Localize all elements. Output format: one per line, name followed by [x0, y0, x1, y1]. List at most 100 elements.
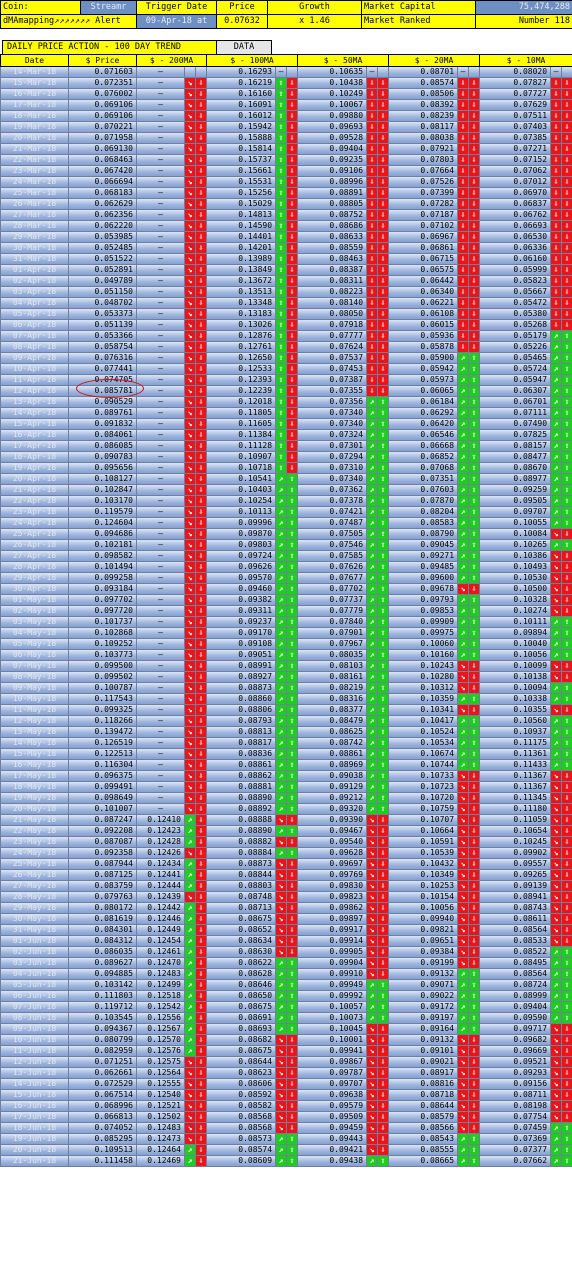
table-row: 17-Mar-18 0.069106– ↘ ⇩ 0.16091 ⇧ ⇩ 0.10067 ⇩ ⇩ 0.… — [0, 99, 572, 111]
up-arrow-icon: ⇧ — [562, 716, 572, 726]
ma-value-cell: 0.09384 — [388, 946, 459, 958]
down-right-arrow-icon: ↘ — [185, 749, 195, 759]
up-right-arrow-icon: ↗ — [458, 573, 468, 583]
up-arrow-icon: ⇧ — [378, 771, 388, 781]
down-arrow-icon: ⇩ — [458, 177, 468, 187]
up-right-arrow-icon: ↗ — [551, 540, 561, 550]
tab-data[interactable]: DATA — [216, 40, 272, 55]
date-cell: 14-Jun-18 — [0, 1078, 69, 1090]
ma-value-cell: 0.09651 — [388, 935, 459, 947]
up-right-arrow-icon: ↗ — [276, 705, 286, 715]
down-arrow-icon: ⇩ — [378, 353, 388, 363]
up-arrow-icon: ⇧ — [562, 1013, 572, 1023]
date-cell: 23-Apr-18 — [0, 506, 69, 518]
price-cell: 0.109252 — [68, 638, 137, 650]
down-right-arrow-icon: ↘ — [185, 793, 195, 803]
up-arrow-icon: ⇧ — [469, 485, 479, 495]
ma-value-cell: – — [136, 550, 185, 562]
table-row: 27-May-18 0.083759 0.12444 ↗ ⇩ 0.08803 ↘ ⇩ 0.098… — [0, 880, 572, 892]
ma-value-cell: 0.05999 — [479, 264, 552, 276]
ma-value-cell: 0.09975 — [388, 627, 459, 639]
price-cell: 0.101007 — [68, 803, 137, 815]
down-arrow-icon: ⇩ — [469, 1101, 479, 1111]
down-right-arrow-icon: ↘ — [367, 1134, 377, 1144]
up-arrow-icon: ⇧ — [562, 518, 572, 528]
up-arrow-icon: ⇧ — [276, 144, 286, 154]
ma-value-cell: 0.08387 — [297, 264, 368, 276]
date-cell: 11-May-18 — [0, 704, 69, 716]
down-right-arrow-icon: ↘ — [367, 1079, 377, 1089]
ma-value-cell: – — [136, 286, 185, 298]
down-arrow-icon: ⇩ — [562, 1101, 572, 1111]
table-row: 06-May-18 0.103773– ↘ ⇩ 0.09051 ↗ ⇧ 0.08035 ↗ ⇧ 0.… — [0, 649, 572, 661]
down-arrow-icon: ⇩ — [196, 199, 206, 209]
down-right-arrow-icon: ↘ — [551, 1035, 561, 1045]
down-arrow-icon: ⇩ — [551, 221, 561, 231]
down-arrow-icon: ⇩ — [287, 1046, 297, 1056]
ma-value-cell: 0.10937 — [479, 726, 552, 738]
ma-value-cell: – — [136, 253, 185, 265]
table-row: 29-Apr-18 0.099258– ↘ ⇩ 0.09570 ↗ ⇧ 0.07677 ↗ ⇧ 0.… — [0, 572, 572, 584]
down-right-arrow-icon: ↘ — [185, 397, 195, 407]
up-arrow-icon: ⇧ — [287, 628, 297, 638]
ma-value-cell: 0.09638 — [297, 1089, 368, 1101]
up-right-arrow-icon: ↗ — [367, 540, 377, 550]
column-header-row: Date $ Price $ - 200MA $ - 100MA $ - 50M… — [0, 54, 572, 67]
ma-value-cell: 0.07111 — [479, 407, 552, 419]
up-arrow-icon: ⇧ — [378, 628, 388, 638]
ma-value-cell: 0.12499 — [136, 979, 185, 991]
ma-value-cell: 0.08533 — [479, 935, 552, 947]
ma-value-cell: – — [136, 737, 185, 749]
coin-value: Streamr — [80, 0, 137, 15]
down-arrow-icon: ⇩ — [458, 254, 468, 264]
ma-value-cell: 0.06693 — [479, 220, 552, 232]
up-right-arrow-icon: ↗ — [458, 474, 468, 484]
down-arrow-icon: ⇩ — [458, 155, 468, 165]
up-arrow-icon: ⇧ — [469, 573, 479, 583]
down-arrow-icon: ⇩ — [378, 815, 388, 825]
ma-value-cell: 0.12426 — [136, 847, 185, 859]
down-arrow-icon: ⇩ — [196, 397, 206, 407]
up-arrow-icon: ⇧ — [287, 826, 297, 836]
down-arrow-icon: ⇩ — [469, 584, 479, 594]
ma-value-cell: 0.05667 — [479, 286, 552, 298]
date-cell: 04-Apr-18 — [0, 297, 69, 309]
ma-value-cell: 0.08204 — [388, 506, 459, 518]
down-right-arrow-icon: ↘ — [185, 1134, 195, 1144]
down-arrow-icon: ⇩ — [196, 1079, 206, 1089]
down-arrow-icon: ⇩ — [196, 1156, 206, 1166]
up-arrow-icon: ⇧ — [469, 628, 479, 638]
up-right-arrow-icon: ↗ — [458, 991, 468, 1001]
down-arrow-icon: ⇩ — [562, 562, 572, 572]
date-cell: 02-May-18 — [0, 605, 69, 617]
down-right-arrow-icon: ↘ — [185, 1101, 195, 1111]
up-right-arrow-icon: ↗ — [367, 606, 377, 616]
date-cell: 17-Jun-18 — [0, 1111, 69, 1123]
down-arrow-icon: ⇩ — [562, 936, 572, 946]
down-arrow-icon: ⇩ — [469, 1123, 479, 1133]
down-right-arrow-icon: ↘ — [185, 166, 195, 176]
table-row: 21-May-18 0.087247 0.12410 ↗ ⇩ 0.08888 ↘ ⇩ 0.093… — [0, 814, 572, 826]
ma-value-cell: 0.08977 — [479, 473, 552, 485]
down-arrow-icon: ⇩ — [367, 243, 377, 253]
date-cell: 06-Jun-18 — [0, 990, 69, 1002]
date-cell: 01-Jun-18 — [0, 935, 69, 947]
tab-daily-price-action[interactable]: DAILY PRICE ACTION - 100 DAY TREND — [2, 40, 218, 55]
ma-value-cell: 0.05942 — [388, 363, 459, 375]
down-right-arrow-icon: ↘ — [185, 430, 195, 440]
date-cell: 10-Apr-18 — [0, 363, 69, 375]
price-cell: 0.087944 — [68, 858, 137, 870]
down-arrow-icon: ⇩ — [458, 89, 468, 99]
down-arrow-icon: ⇩ — [367, 353, 377, 363]
ma-value-cell: 0.05179 — [479, 330, 552, 342]
ma-value-cell: 0.10664 — [388, 825, 459, 837]
ma-value-cell: 0.08559 — [297, 242, 368, 254]
down-right-arrow-icon: ↘ — [185, 408, 195, 418]
down-arrow-icon: ⇩ — [196, 78, 206, 88]
ma-value-cell: 0.10591 — [388, 836, 459, 848]
ma-value-cell: 0.09940 — [388, 913, 459, 925]
down-arrow-icon: ⇩ — [378, 1046, 388, 1056]
ma-value-cell: 0.08564 — [479, 924, 552, 936]
up-arrow-icon: ⇧ — [378, 980, 388, 990]
down-right-arrow-icon: ↘ — [185, 507, 195, 517]
